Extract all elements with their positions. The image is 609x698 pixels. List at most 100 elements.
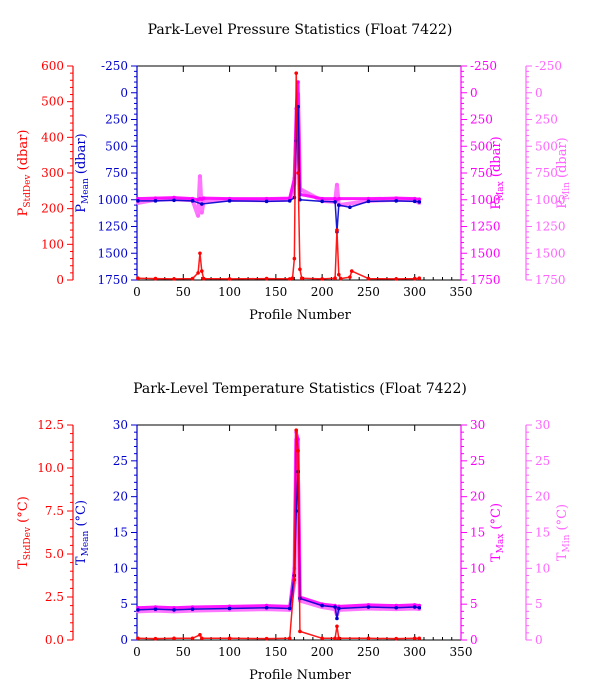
- axis-label-unit: (dbar): [74, 133, 89, 178]
- mean-y-tick-label: 5: [120, 597, 128, 611]
- min-y-tick-label: 1750: [535, 273, 566, 287]
- sd-data-point: [201, 276, 206, 281]
- mean-y-tick-label: 1250: [97, 220, 128, 234]
- sd-y-tick-label: 300: [41, 166, 64, 180]
- max-y-axis-label: PMax (dbar): [489, 136, 506, 209]
- max-y-tick-label: 750: [470, 166, 493, 180]
- sd-data-point: [292, 578, 297, 582]
- mean-data-point: [190, 199, 195, 203]
- axis-label-symbol: T: [74, 556, 89, 565]
- x-tick-label: 100: [218, 645, 241, 659]
- max-data-point: [287, 196, 292, 200]
- min-y-tick-label: -250: [535, 59, 562, 73]
- mean-y-tick-label: 0: [120, 633, 128, 647]
- mean-data-point: [264, 605, 269, 610]
- max-data-point: [337, 196, 341, 201]
- sd-data-point: [264, 276, 269, 281]
- sd-data-point: [136, 276, 140, 281]
- max-y-tick-label: 25: [470, 454, 485, 468]
- min-y-tick-label: 10: [535, 561, 550, 575]
- sd-data-point: [296, 449, 300, 453]
- axis-label-unit: (°C): [555, 504, 570, 535]
- sd-data-point: [198, 633, 202, 637]
- sd-y-tick-label: 400: [41, 130, 64, 144]
- mean-y-tick-label: 15: [113, 526, 128, 540]
- sd-data-point: [200, 269, 204, 273]
- mean-data-point: [264, 199, 269, 204]
- max-data-point: [296, 80, 300, 84]
- axis-label-subscript: Min: [562, 534, 572, 552]
- axis-label-subscript: Max: [496, 534, 506, 554]
- mean-data-point: [153, 607, 158, 611]
- sd-y-tick-label: 12.5: [37, 418, 64, 432]
- mean-y-tick-label: 25: [113, 454, 128, 468]
- mean-data-point: [190, 607, 195, 611]
- min-y-tick-label: 250: [535, 113, 558, 127]
- min-series-line: [137, 437, 420, 617]
- x-tick-label: 250: [357, 285, 380, 299]
- mean-data-point: [136, 608, 140, 612]
- sd-data-point: [290, 276, 295, 281]
- max-y-tick-label: 1750: [470, 273, 501, 287]
- axis-label-unit: (dbar): [16, 130, 31, 175]
- min-y-tick-label: 0: [535, 86, 543, 100]
- max-data-point: [264, 196, 269, 201]
- sd-data-point: [292, 256, 297, 261]
- mean-y-tick-label: -250: [101, 59, 128, 73]
- x-tick-label: 50: [176, 285, 191, 299]
- mean-data-point: [394, 605, 399, 610]
- sd-y-tick-label: 200: [41, 202, 64, 216]
- mean-data-point: [333, 200, 337, 204]
- axis-label-symbol: T: [16, 560, 31, 569]
- x-tick-label: 350: [450, 285, 473, 299]
- mean-data-point: [394, 199, 399, 203]
- sd-data-point: [196, 271, 200, 275]
- mean-data-point: [153, 199, 158, 203]
- sd-data-point: [298, 267, 302, 272]
- sd-data-point: [227, 636, 232, 641]
- sd-data-point: [333, 276, 337, 281]
- mean-y-tick-label: 10: [113, 561, 128, 575]
- mean-data-point: [412, 199, 417, 204]
- mean-y-axis-label: PMean (dbar): [74, 133, 91, 212]
- mean-data-point: [417, 605, 422, 610]
- mean-y-tick-label: 1750: [97, 273, 128, 287]
- max-y-tick-label: 1250: [470, 220, 501, 234]
- sd-data-point: [320, 277, 324, 281]
- min-y-axis-label: PMin (dbar): [555, 137, 572, 209]
- sd-data-point: [153, 276, 158, 281]
- mean-series-line: [137, 470, 420, 620]
- axis-label-subscript: Mean: [81, 178, 91, 204]
- mean-data-point: [287, 199, 292, 203]
- mean-data-point: [200, 202, 204, 206]
- axis-label-symbol: P: [555, 200, 570, 209]
- mean-y-tick-label: 30: [113, 418, 128, 432]
- sd-data-point: [417, 636, 422, 641]
- mean-y-tick-label: 250: [105, 113, 128, 127]
- sd-data-point: [153, 636, 158, 641]
- mean-data-point: [320, 603, 324, 608]
- max-y-tick-label: 0: [470, 86, 478, 100]
- min-y-axis-label: TMin (°C): [555, 504, 572, 561]
- mean-y-tick-label: 750: [105, 166, 128, 180]
- min-y-tick-label: 30: [535, 418, 550, 432]
- sd-data-point: [296, 171, 300, 175]
- min-y-tick-label: 750: [535, 166, 558, 180]
- max-data-point: [417, 197, 422, 202]
- mean-data-point: [366, 605, 371, 609]
- sd-data-point: [294, 428, 299, 432]
- x-tick-label: 200: [311, 645, 334, 659]
- x-tick-label: 300: [403, 645, 426, 659]
- x-tick-label: 300: [403, 285, 426, 299]
- axis-label-subscript: Max: [496, 181, 506, 201]
- axis-label-symbol: P: [16, 207, 31, 216]
- max-data-point: [153, 196, 158, 200]
- sd-y-tick-label: 5.0: [45, 547, 64, 561]
- sd-y-tick-label: 7.5: [45, 504, 64, 518]
- mean-y-tick-label: 1000: [97, 193, 128, 207]
- axis-label-subscript: StdDev: [23, 174, 33, 208]
- max-y-tick-label: 500: [470, 139, 493, 153]
- max-data-point: [412, 196, 417, 201]
- max-data-point: [201, 196, 206, 200]
